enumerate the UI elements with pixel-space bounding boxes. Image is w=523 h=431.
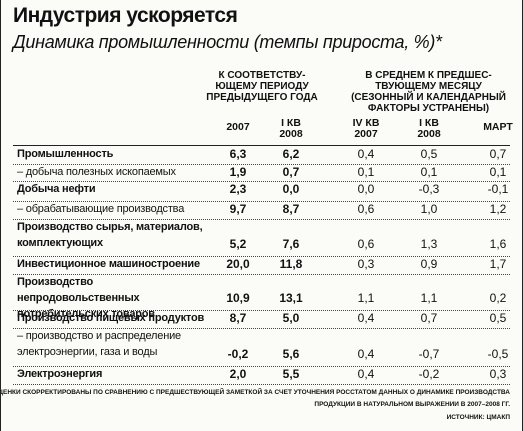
rule [13,164,510,165]
group-header: ТВУЮЩЕМУ МЕСЯЦУ [375,81,482,92]
cell: 0,4 [357,147,375,161]
cell: 5,6 [282,347,300,361]
cell: 5,2 [229,237,247,251]
cell: -0,2 [418,367,440,381]
cell: 0,3 [489,367,507,381]
cell: 0,6 [357,202,375,216]
cell: 0,2 [489,291,507,305]
cell: 0,4 [357,367,375,381]
row-label: – добыча полезных ископаемых [17,166,176,178]
cell: 0,3 [357,257,375,271]
cell: 0,9 [420,257,438,271]
cell: 0,4 [357,311,375,325]
cell: 1,0 [420,202,438,216]
row-label: – обрабатывающие производства [17,203,185,215]
cell: 1,3 [420,237,438,251]
cell: 0,7 [489,147,507,161]
cell: 0,5 [420,147,438,161]
group-header: (СЕЗОННЫЙ И КАЛЕНДАРНЫЙ [351,92,506,103]
rule [13,201,510,202]
row-label: Инвестиционное машиностроение [17,258,200,270]
cell: 7,6 [282,237,300,251]
cell: 6,3 [229,147,247,161]
column-header: IV КВ [352,117,380,129]
group-header: К СООТВЕТСТВУ- [218,70,306,81]
cell: 8,7 [229,311,247,325]
rule [13,328,510,329]
cell: 0,0 [357,182,375,196]
cell: 0,1 [489,165,507,179]
source: ИСТОЧНИК: ЦМАКП [446,414,510,421]
column-header: МАРТ [483,121,513,133]
footnote: * ОЦЕНКИ СКОРРЕКТИРОВАНЫ ПО СРАВНЕНИЮ С … [0,389,510,396]
cell: 1,2 [489,202,507,216]
group-header: ЮЩЕМУ ПЕРИОДУ [215,81,309,92]
cell: 5,5 [282,367,300,381]
row-label: – производство и распределение электроэн… [17,330,181,358]
cell: 0,5 [489,311,507,325]
group-header: В СРЕДНЕМ К ПРЕДШЕС- [365,70,492,81]
cell: 9,7 [229,202,247,216]
cell: 0,7 [282,165,300,179]
footnote: ПРОДУКЦИИ В НАТУРАЛЬНОМ ВЫРАЖЕНИИ В 2007… [314,401,510,408]
subtitle: Динамика промышленности (темпы прироста,… [13,32,442,52]
cell: 10,9 [226,291,250,305]
rule [13,310,510,311]
cell: 11,8 [279,257,303,271]
group-header: ПРЕДЫДУЩЕГО ГОДА [206,92,318,103]
row-label: Производство пищевых продуктов [17,312,205,324]
cell: 0,7 [420,311,438,325]
cell: 2,3 [229,182,247,196]
row-label: Электроэнергия [17,368,103,380]
rule [13,219,510,220]
rule [13,181,510,182]
cell: 5,0 [282,311,300,325]
cell: 8,7 [282,202,300,216]
rule [13,145,510,146]
rule [13,384,510,385]
cell: 0,0 [282,182,300,196]
cell: -0,3 [418,182,440,196]
title: Индустрия ускоряется [13,4,238,27]
row-label: Производство непродовольственных потреби… [17,276,155,320]
cell: -0,5 [487,347,509,361]
cell: 0,1 [420,165,438,179]
column-header: 2007 [354,128,378,140]
cell: 0,1 [357,165,375,179]
row-label: Промышленность [17,148,114,160]
column-header: I КВ [281,117,301,129]
cell: 2,0 [229,367,247,381]
cell: -0,2 [227,347,249,361]
rule [13,256,510,257]
column-header: 2007 [226,121,250,133]
cell: 1,1 [420,291,438,305]
row-label: Производство сырья, материалов, комплект… [17,221,203,249]
cell: 1,9 [229,165,247,179]
group-header: ФАКТОРЫ УСТРАНЕНЫ) [367,103,490,114]
cell: -0,1 [487,182,509,196]
column-header: 2008 [279,128,303,140]
cell: -0,7 [418,347,440,361]
column-header: 2008 [417,128,441,140]
rule [13,274,510,275]
cell: 20,0 [226,257,250,271]
cell: 13,1 [279,291,303,305]
cell: 1,7 [489,257,507,271]
column-header: I КВ [419,117,439,129]
rule [13,366,510,367]
cell: 0,6 [357,237,375,251]
row-label: Добыча нефти [17,183,96,195]
cell: 1,1 [357,291,375,305]
cell: 6,2 [282,147,300,161]
cell: 1,6 [489,237,507,251]
cell: 0,4 [357,347,375,361]
